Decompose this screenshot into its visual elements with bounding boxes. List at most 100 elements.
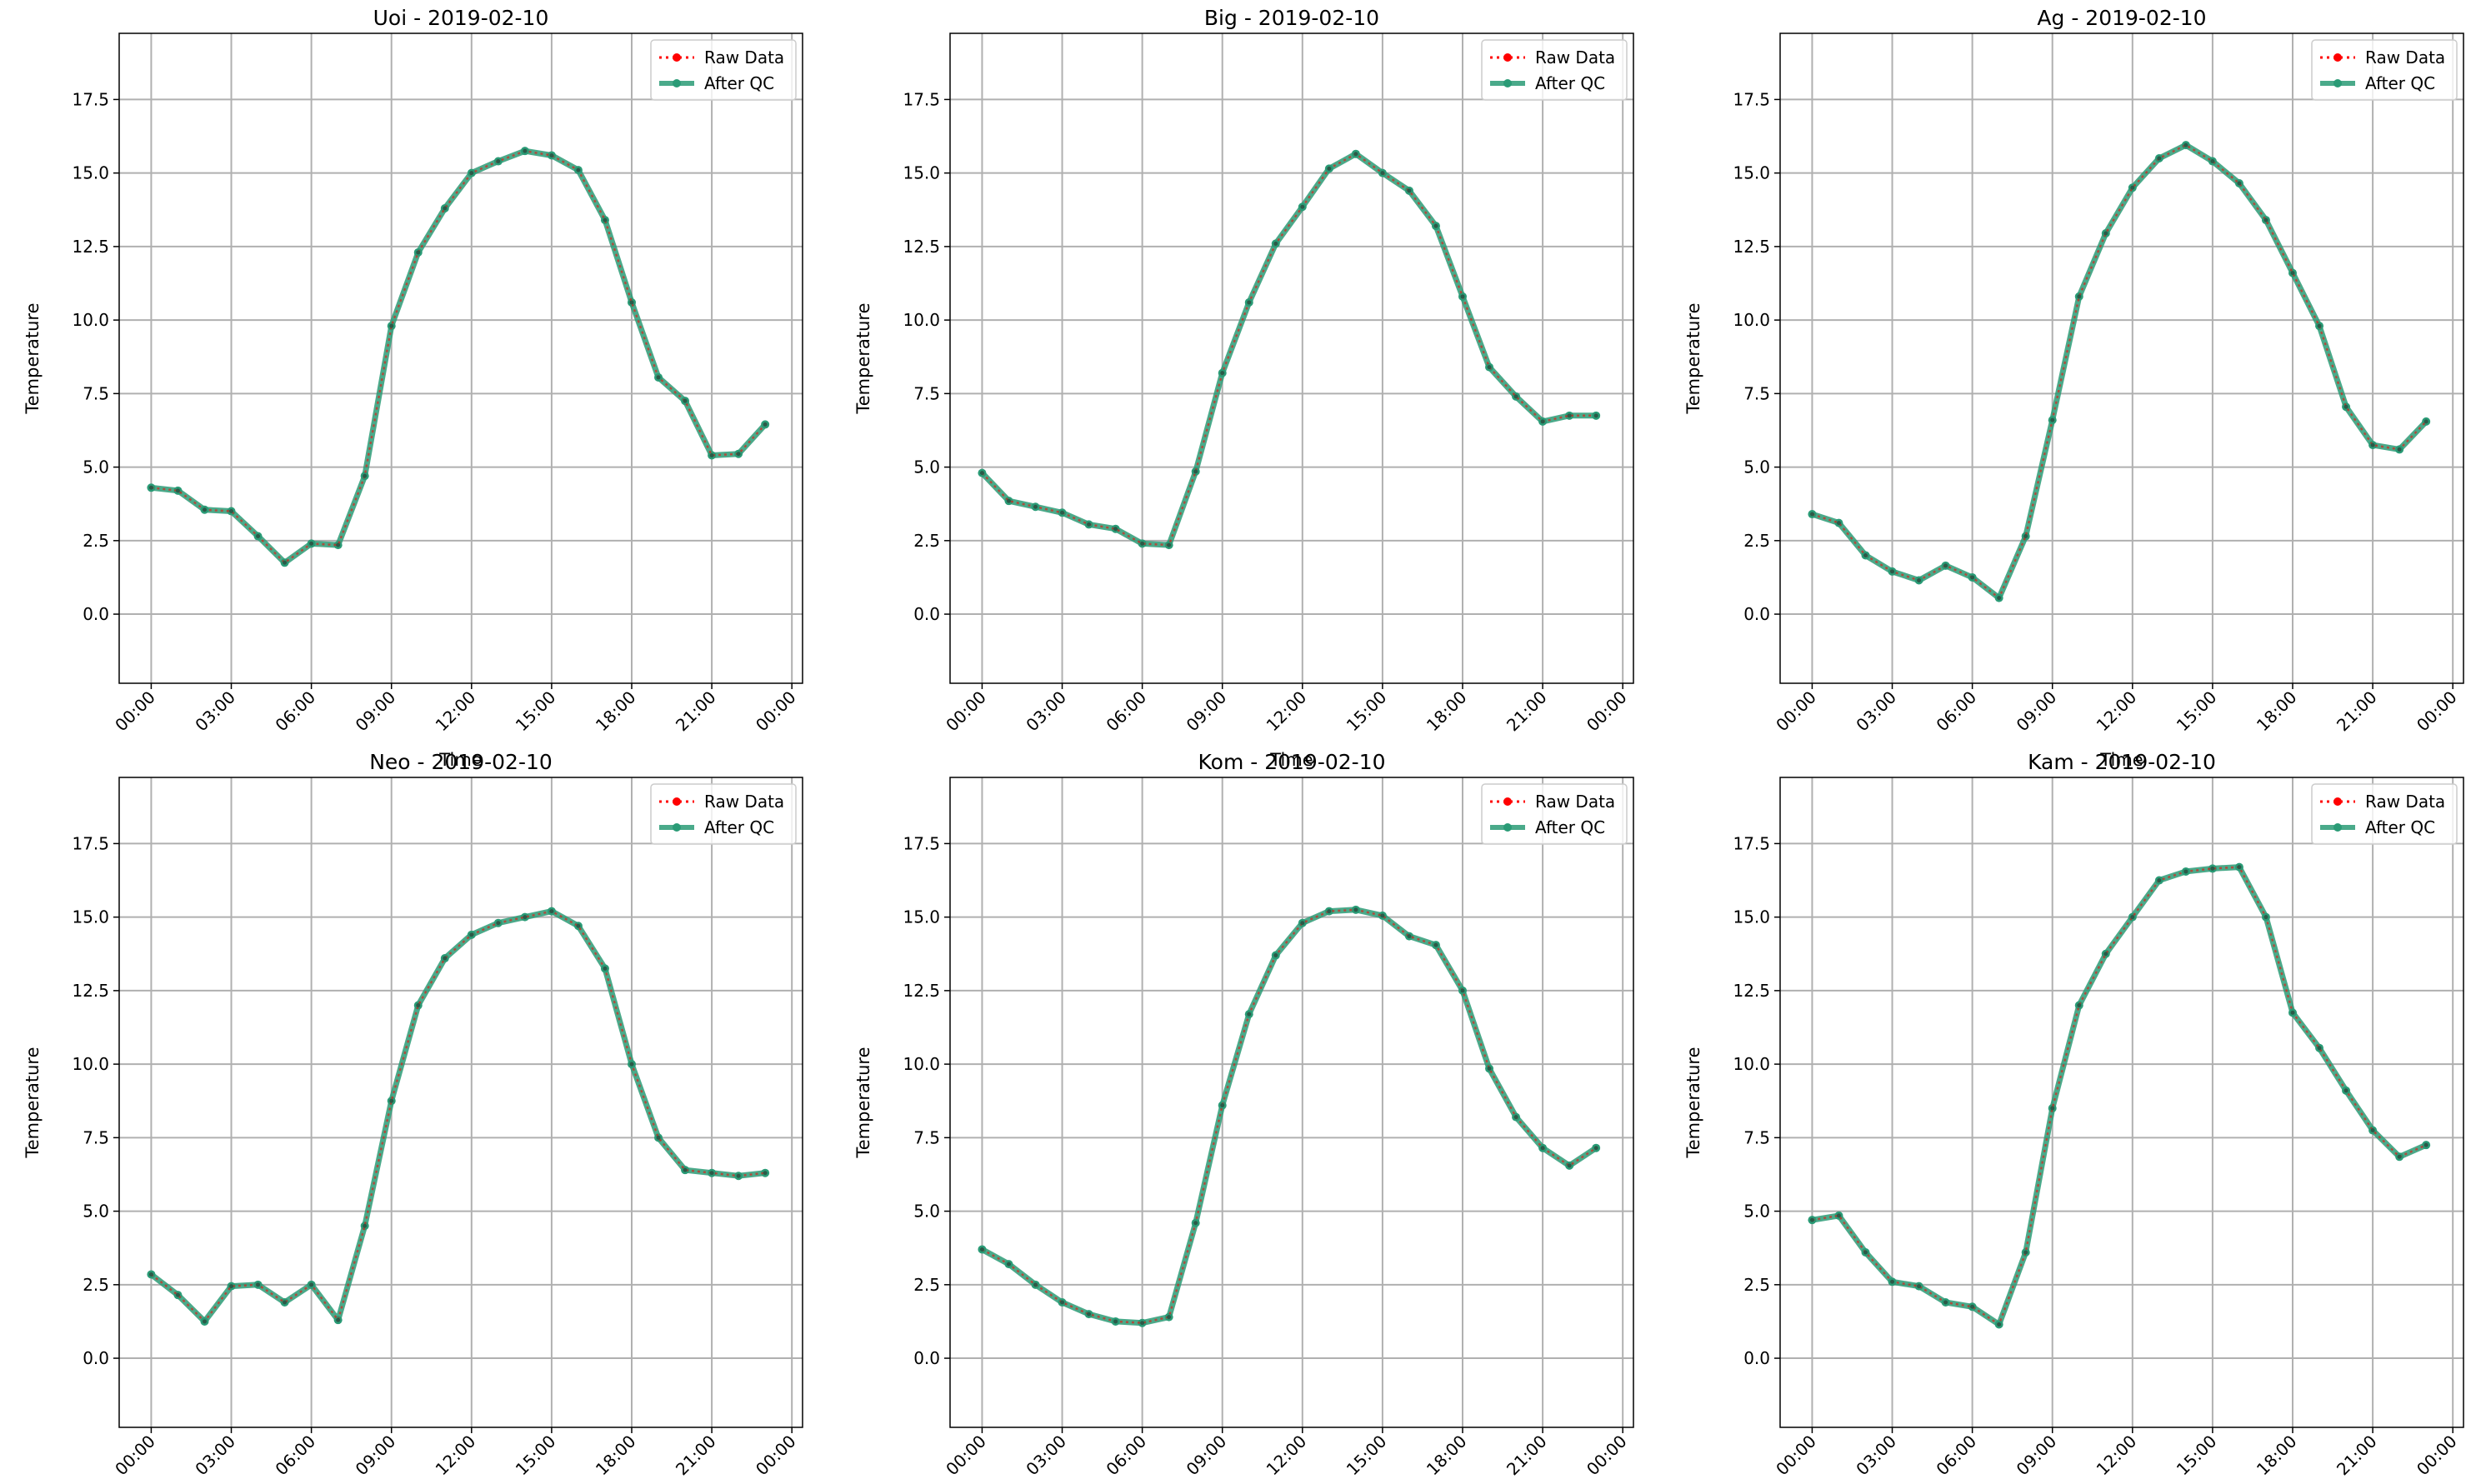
legend-marker-after-qc: [673, 823, 681, 832]
point-raw-data: [1460, 988, 1465, 993]
point-raw-data: [709, 452, 714, 457]
point-raw-data: [203, 1319, 207, 1324]
point-raw-data: [256, 534, 261, 539]
point-raw-data: [283, 1300, 288, 1305]
point-raw-data: [229, 509, 234, 514]
point-raw-data: [1567, 413, 1572, 418]
x-tick-label: 03:00: [191, 687, 239, 736]
point-raw-data: [683, 398, 688, 403]
point-raw-data: [1943, 1300, 1948, 1305]
point-raw-data: [2343, 1088, 2348, 1093]
y-tick-label: 5.0: [83, 457, 109, 477]
y-tick-label: 17.5: [903, 89, 940, 109]
x-tick-label: 15:00: [512, 1432, 560, 1480]
point-raw-data: [1407, 188, 1412, 193]
y-tick-label: 17.5: [1733, 833, 1770, 853]
legend-label-after-qc: After QC: [1535, 817, 1605, 837]
y-tick-label: 10.0: [903, 310, 940, 330]
y-tick-label: 0.0: [1743, 1348, 1770, 1368]
y-tick-label: 17.5: [72, 833, 109, 853]
point-raw-data: [1300, 921, 1305, 926]
x-tick-label: 21:00: [672, 1432, 720, 1480]
y-axis-label: Temperature: [853, 1047, 873, 1158]
point-raw-data: [2343, 404, 2348, 409]
plot-frame: [118, 777, 803, 1428]
point-raw-data: [148, 485, 153, 490]
subplot-5: 0.0 2.5 5.0 7.5 10.0 12.5 15.0 17.5 00:00 03:00 06…: [853, 750, 1634, 1480]
x-tick-label: 03:00: [1852, 687, 1900, 736]
point-raw-data: [549, 152, 554, 157]
x-tick-label: 00:00: [2413, 1432, 2461, 1480]
y-tick-label: 2.5: [913, 531, 940, 551]
y-tick-label: 12.5: [72, 981, 109, 1001]
y-axis-label: Temperature: [23, 1047, 43, 1158]
point-raw-data: [1863, 1250, 1868, 1255]
point-raw-data: [2370, 1128, 2375, 1133]
y-axis-label: Temperature: [1683, 302, 1703, 414]
point-raw-data: [2210, 866, 2215, 871]
point-raw-data: [389, 1098, 394, 1103]
y-tick-label: 0.0: [913, 1348, 940, 1368]
legend-marker-raw-data: [1503, 797, 1512, 806]
legend: Raw Data After QC: [650, 783, 797, 845]
legend-marker-raw-data: [673, 53, 681, 62]
point-raw-data: [1540, 419, 1545, 424]
x-tick-label: 18:00: [2253, 1432, 2301, 1480]
series-line-after-qc: [980, 907, 1598, 1327]
point-raw-data: [2050, 1106, 2055, 1111]
legend-label-after-qc: After QC: [2365, 73, 2435, 93]
point-raw-data: [1353, 907, 1358, 912]
x-tick-label: 15:00: [1343, 1432, 1391, 1480]
point-raw-data: [2103, 231, 2108, 236]
point-raw-data: [1567, 1163, 1572, 1168]
point-raw-data: [2263, 217, 2268, 222]
point-raw-data: [1540, 1146, 1545, 1151]
series-line-after-qc: [979, 151, 1597, 548]
point-raw-data: [203, 507, 207, 512]
point-raw-data: [1593, 413, 1598, 418]
point-raw-data: [1487, 365, 1492, 370]
x-tick-label: 00:00: [1583, 1432, 1631, 1480]
y-tick-label: 7.5: [83, 383, 109, 403]
legend-label-after-qc: After QC: [1535, 73, 1605, 93]
x-tick-label: 09:00: [2013, 687, 2061, 736]
legend: Raw Data After QC: [2311, 39, 2458, 101]
point-raw-data: [1327, 909, 1332, 914]
legend-label-after-qc: After QC: [704, 817, 774, 837]
point-raw-data: [2317, 323, 2322, 328]
x-tick-label: 03:00: [191, 1432, 239, 1480]
point-raw-data: [2210, 159, 2215, 164]
point-raw-data: [1247, 300, 1252, 305]
x-tick-label: 00:00: [1772, 1432, 1820, 1480]
x-tick-label: 00:00: [111, 687, 159, 736]
point-raw-data: [1060, 510, 1065, 515]
x-tick-label: 09:00: [1183, 687, 1231, 736]
y-tick-label: 5.0: [83, 1202, 109, 1222]
x-tick-label: 21:00: [672, 687, 720, 736]
series-line-raw-data: [1812, 143, 2428, 600]
point-raw-data: [1890, 569, 1895, 574]
point-raw-data: [1006, 498, 1011, 503]
point-raw-data: [1006, 1262, 1011, 1267]
y-tick-label: 17.5: [1733, 89, 1770, 109]
legend: Raw Data After QC: [1481, 39, 1628, 101]
x-tick-label: 12:00: [1263, 687, 1311, 736]
series-line-after-qc: [151, 147, 768, 566]
point-raw-data: [363, 1223, 368, 1228]
point-raw-data: [1433, 942, 1438, 947]
y-tick-label: 17.5: [903, 833, 940, 853]
point-raw-data: [1087, 522, 1092, 527]
subplot-3: 0.0 2.5 5.0 7.5 10.0 12.5 15.0 17.5 00:00 03:00 06…: [1683, 6, 2464, 770]
y-tick-label: 0.0: [913, 604, 940, 624]
point-raw-data: [736, 1173, 741, 1178]
chart-title: Kam - 2019-02-10: [2028, 750, 2216, 774]
point-raw-data: [2370, 442, 2375, 447]
point-raw-data: [736, 452, 741, 457]
x-tick-label: 09:00: [1183, 1432, 1231, 1480]
point-raw-data: [549, 909, 554, 914]
point-raw-data: [2397, 1154, 2402, 1159]
plot-frame: [1779, 32, 2464, 684]
x-tick-label: 09:00: [2013, 1432, 2061, 1480]
x-tick-label: 00:00: [942, 687, 990, 736]
x-tick-label: 21:00: [2333, 1432, 2381, 1480]
